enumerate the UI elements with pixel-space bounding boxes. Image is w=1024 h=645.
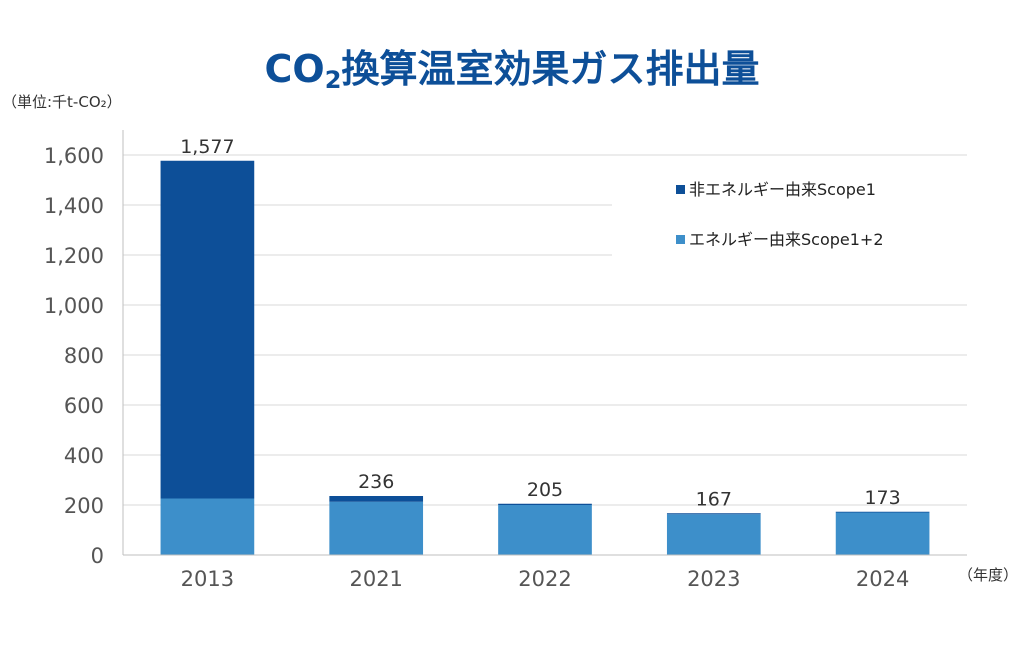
bar-segment [666, 513, 761, 515]
bar-total-label: 236 [358, 471, 394, 493]
y-tick-label: 800 [64, 344, 104, 368]
bar-segment [329, 501, 424, 555]
bar-total-label: 167 [696, 488, 732, 510]
chart-title: CO2換算温室効果ガス排出量 [265, 47, 760, 94]
legend-swatch [676, 185, 685, 194]
bar-segment [498, 505, 592, 555]
bars [160, 160, 930, 555]
x-tick-label: 2022 [518, 567, 571, 591]
y-tick-label: 1,400 [44, 194, 104, 218]
bar-segment [329, 496, 424, 502]
bar-segment [160, 160, 255, 499]
x-tick-label: 2023 [687, 567, 740, 591]
legend: 非エネルギー由来Scope1 エネルギー由来Scope1+2 [612, 168, 967, 268]
x-axis-unit-label: （年度） [958, 566, 1018, 584]
legend-label: 非エネルギー由来Scope1 [689, 180, 876, 199]
bar-segment [498, 503, 592, 505]
bar-segment [835, 512, 930, 555]
x-tick-label: 2013 [181, 567, 234, 591]
y-tick-label: 1,200 [44, 244, 104, 268]
total-labels: 1,577 236 205 167 173 [180, 136, 901, 511]
legend-background [612, 168, 967, 268]
y-tick-label: 400 [64, 444, 104, 468]
y-axis-unit-label: （単位:千t-CO₂） [2, 93, 122, 111]
y-tick-label: 600 [64, 394, 104, 418]
x-axis-ticks: 2013 2021 2022 2023 2024 [181, 567, 910, 591]
legend-swatch [676, 235, 685, 244]
x-tick-label: 2024 [856, 567, 909, 591]
bar-segment [835, 511, 930, 513]
gridlines [123, 154, 967, 506]
bar-segment [666, 514, 761, 555]
bar-segment [160, 498, 255, 555]
legend-label: エネルギー由来Scope1+2 [689, 230, 884, 249]
y-tick-label: 1,600 [44, 144, 104, 168]
bar-total-label: 173 [864, 487, 900, 509]
bar-total-label: 205 [527, 479, 563, 501]
x-tick-label: 2021 [349, 567, 402, 591]
bar-total-label: 1,577 [180, 136, 234, 158]
y-tick-label: 0 [91, 544, 104, 568]
y-axis-ticks: 0 200 400 600 800 1,000 1,200 1,400 1,600 [44, 144, 104, 568]
y-tick-label: 200 [64, 494, 104, 518]
y-tick-label: 1,000 [44, 294, 104, 318]
